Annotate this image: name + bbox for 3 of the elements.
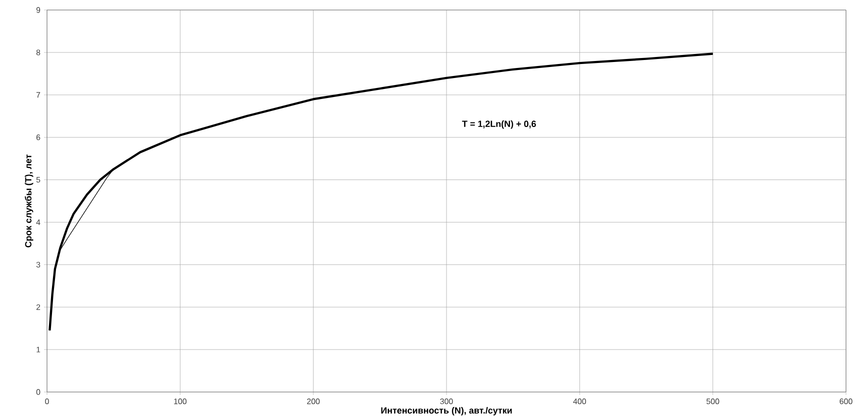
x-axis-title: Интенсивность (N), авт./сутки — [381, 407, 512, 416]
y-axis-title: Срок службы (T), лет — [24, 154, 34, 248]
annotation: T = 1,2Ln(N) + 0,6 — [462, 120, 536, 129]
